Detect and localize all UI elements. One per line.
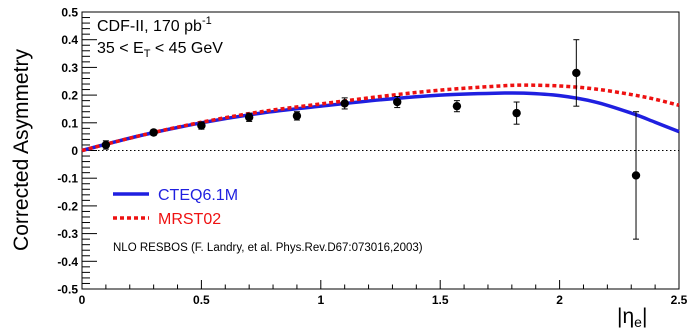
data-point [393,97,402,107]
data-point [101,140,111,150]
y-tick-label: -0.5 [57,283,78,297]
data-points [101,39,641,240]
x-tick-label: 2.5 [671,293,688,307]
data-point [452,101,462,111]
y-tick-label: 0.1 [61,116,78,130]
annotation-et-sub: T [144,48,151,60]
data-point [149,128,158,137]
data-point [197,121,206,130]
legend-label-cteq: CTEQ6.1M [158,187,238,204]
axes: 0 0.5 1 1.5 2 2.5 -0.5 -0.4 -0.3 -0.2 -0.1 0 0.1 0.2 0… [57,6,687,308]
annotation-dataset-main: CDF-II, 170 pb [97,18,202,35]
annotation-dataset-sup: -1 [202,15,212,27]
x-axis-title-close: | [642,305,647,328]
y-axis-title: Corrected Asymmetry [10,49,33,251]
y-tick-label: -0.1 [57,172,78,186]
y-tick-label: 0.3 [61,61,78,75]
annotation-et-a: 35 < E [97,40,144,57]
y-tick-label: -0.4 [57,255,78,269]
y-tick-label: 0.5 [61,6,78,20]
legend: CTEQ6.1M MRST02 [113,187,238,228]
curve-cteq6-1m [81,91,680,153]
x-tick-label: 1 [317,293,324,307]
x-axis-title: |ηe| [617,305,647,329]
annotation-et-b: < 45 GeV [150,40,223,57]
annotation-dataset: CDF-II, 170 pb-1 [97,15,212,35]
y-tick-label: 0.4 [61,33,78,47]
y-tick-label: 0.2 [61,89,78,103]
x-tick-label: 2 [556,293,563,307]
y-tick-label: -0.2 [57,199,78,213]
data-point [244,113,254,122]
y-tick-label: -0.3 [57,227,78,241]
x-tick-label: 0.5 [193,293,210,307]
data-point [572,68,581,78]
data-point [512,108,521,118]
x-axis-title-sub: e [634,314,642,329]
annotation-et-range: 35 < ET < 45 GeV [97,40,223,60]
x-axis-title-main: |η [617,305,634,328]
data-point [340,99,349,108]
data-point [631,171,641,180]
y-tick-label: 0 [71,144,78,158]
data-point [292,111,302,121]
x-tick-label: 1.5 [432,293,449,307]
annotation-reference: NLO RESBOS (F. Landry, et al. Phys.Rev.D… [113,242,423,254]
legend-label-mrst: MRST02 [158,211,221,228]
curve-mrst02 [81,83,680,153]
x-tick-label: 0 [79,293,86,307]
theory-curves [81,83,680,153]
